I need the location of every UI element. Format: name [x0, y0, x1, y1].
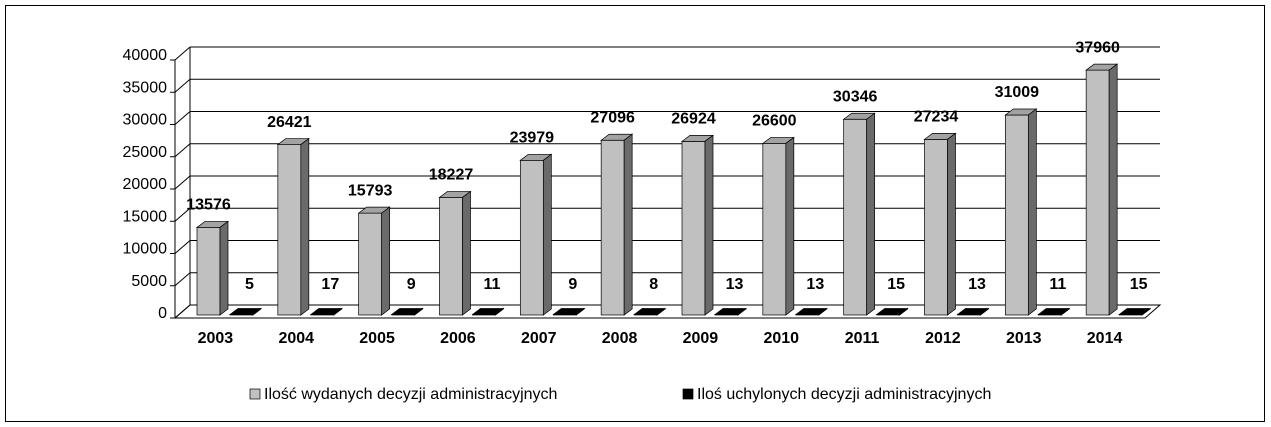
bar-side — [300, 137, 310, 316]
bar-side — [704, 134, 714, 316]
x-tick-label: 2009 — [683, 330, 719, 347]
x-tick-label: 2006 — [440, 330, 476, 347]
value-label: 8 — [649, 276, 658, 293]
bar-side — [899, 307, 909, 316]
bar-side — [495, 307, 504, 316]
value-label: 18227 — [429, 167, 474, 184]
bar-front — [681, 140, 706, 316]
legend-label: Ilość wydanych decyzji administracyjnych — [264, 386, 557, 403]
value-label: 23979 — [510, 130, 555, 147]
value-label: 9 — [407, 276, 416, 293]
y-tick-label: 30000 — [123, 112, 168, 129]
bar-front — [762, 143, 787, 316]
bar-front — [358, 212, 383, 316]
bar-side — [1141, 307, 1151, 316]
legend-swatch — [249, 388, 261, 400]
bar-front — [1004, 114, 1029, 316]
bar-side — [737, 307, 747, 316]
bar-side — [575, 307, 585, 316]
grid-line — [174, 143, 191, 158]
x-tick-label: 2004 — [278, 330, 314, 347]
grid-line — [174, 272, 191, 287]
value-label: 13 — [726, 276, 744, 293]
bar-side — [381, 206, 391, 316]
x-tick-label: 2014 — [1087, 330, 1123, 347]
value-label: 15793 — [348, 182, 393, 199]
bar-side — [333, 307, 343, 316]
grid-line — [174, 175, 191, 190]
value-label: 9 — [568, 276, 577, 293]
y-tick-label: 15000 — [123, 208, 168, 225]
bar-side — [1108, 63, 1118, 316]
x-tick-label: 2005 — [359, 330, 395, 347]
x-tick-label: 2010 — [763, 330, 799, 347]
bar-side — [980, 307, 989, 316]
bar-side — [656, 307, 666, 316]
bar-side — [818, 307, 828, 316]
bar-side — [1027, 108, 1037, 316]
bar-front — [277, 144, 302, 316]
bar-side — [785, 136, 795, 316]
x-tick-label: 2003 — [198, 330, 234, 347]
value-label: 26924 — [671, 111, 716, 128]
value-label: 37960 — [1075, 39, 1120, 56]
value-label: 13576 — [186, 197, 231, 214]
value-label: 27096 — [590, 109, 635, 126]
bar-side — [866, 112, 876, 316]
value-label: 26600 — [752, 113, 797, 130]
value-label: 26421 — [267, 114, 312, 131]
y-tick-label: 40000 — [123, 47, 168, 64]
value-label: 30346 — [833, 88, 878, 105]
value-label: 27234 — [914, 109, 959, 126]
value-label: 15 — [887, 276, 905, 293]
bar-side — [947, 132, 956, 316]
x-tick-label: 2013 — [1006, 330, 1042, 347]
legend-label: Iloś uchylonych decyzji administracyjnyc… — [697, 386, 991, 403]
grid-line — [174, 240, 191, 254]
y-tick-label: 5000 — [131, 273, 167, 290]
grid-line — [174, 207, 191, 222]
grid-line — [174, 304, 191, 319]
bar-side — [462, 190, 471, 316]
bar-front — [843, 118, 868, 316]
value-label: 11 — [484, 276, 501, 293]
value-label: 11 — [1049, 276, 1066, 293]
y-tick-label: 0 — [158, 305, 167, 322]
y-tick-label: 20000 — [123, 176, 168, 193]
value-label: 17 — [321, 276, 339, 293]
x-tick-label: 2008 — [602, 330, 638, 347]
bar-front — [439, 197, 463, 316]
value-label: 15 — [1130, 276, 1148, 293]
bar-front — [600, 139, 625, 316]
bar-front — [924, 138, 948, 316]
bar-side — [542, 153, 552, 316]
value-label: 5 — [245, 276, 254, 293]
frame — [5, 5, 1265, 422]
y-tick-label: 35000 — [123, 79, 168, 96]
value-label: 31009 — [995, 84, 1040, 101]
bar-side — [623, 133, 633, 316]
x-tick-label: 2012 — [925, 330, 961, 347]
bar-front — [519, 159, 544, 316]
value-label: 13 — [968, 276, 986, 293]
bar-side — [252, 307, 262, 316]
x-tick-label: 2011 — [845, 330, 880, 347]
grid-line — [174, 78, 191, 93]
bar-side — [1060, 307, 1070, 316]
bar-front — [1085, 69, 1110, 316]
grid-line — [174, 111, 191, 125]
y-tick-label: 10000 — [123, 241, 168, 258]
legend-swatch — [682, 388, 694, 400]
x-tick-label: 2007 — [521, 330, 557, 347]
y-tick-label: 25000 — [123, 144, 168, 161]
bar-side — [414, 307, 424, 316]
bar-front — [196, 227, 221, 316]
value-label: 13 — [806, 276, 824, 293]
bar-side — [219, 220, 229, 316]
grid-line — [174, 46, 191, 61]
